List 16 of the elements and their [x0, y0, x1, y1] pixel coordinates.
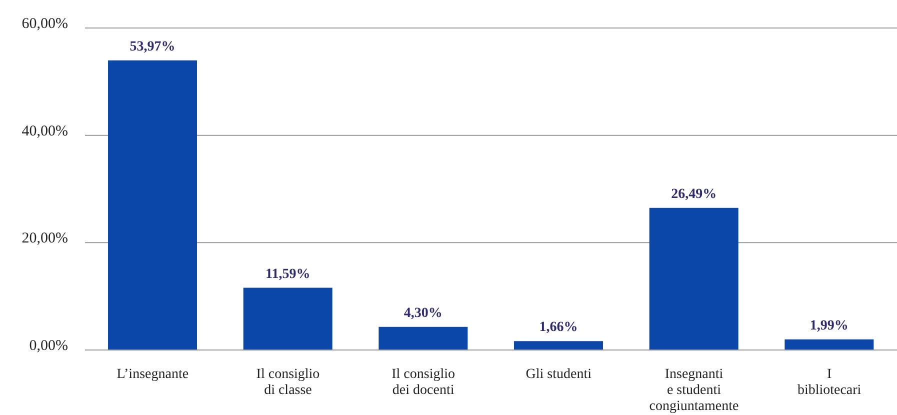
x-tick-label: Il consiglio di classe [256, 366, 320, 398]
data-label: 4,30% [404, 306, 442, 321]
y-tick-label: 40,00% [22, 123, 68, 140]
data-label: 26,49% [671, 186, 717, 202]
x-tick-label: I bibliotecari [797, 366, 862, 398]
x-tick-label: Insegnanti e studenti congiuntamente [649, 366, 739, 414]
x-tick-label: L’insegnante [116, 366, 189, 382]
data-label: 1,99% [810, 318, 848, 334]
x-tick-label: Il consiglio dei docenti [392, 366, 456, 398]
y-tick-label: 0,00% [29, 338, 68, 354]
y-tick-label: 20,00% [22, 230, 68, 247]
x-tick-label: Gli studenti [526, 366, 592, 382]
data-label: 11,59% [265, 266, 310, 282]
data-label: 53,97% [130, 39, 176, 54]
y-tick-label: 60,00% [22, 16, 68, 32]
data-label: 1,66% [539, 320, 578, 336]
